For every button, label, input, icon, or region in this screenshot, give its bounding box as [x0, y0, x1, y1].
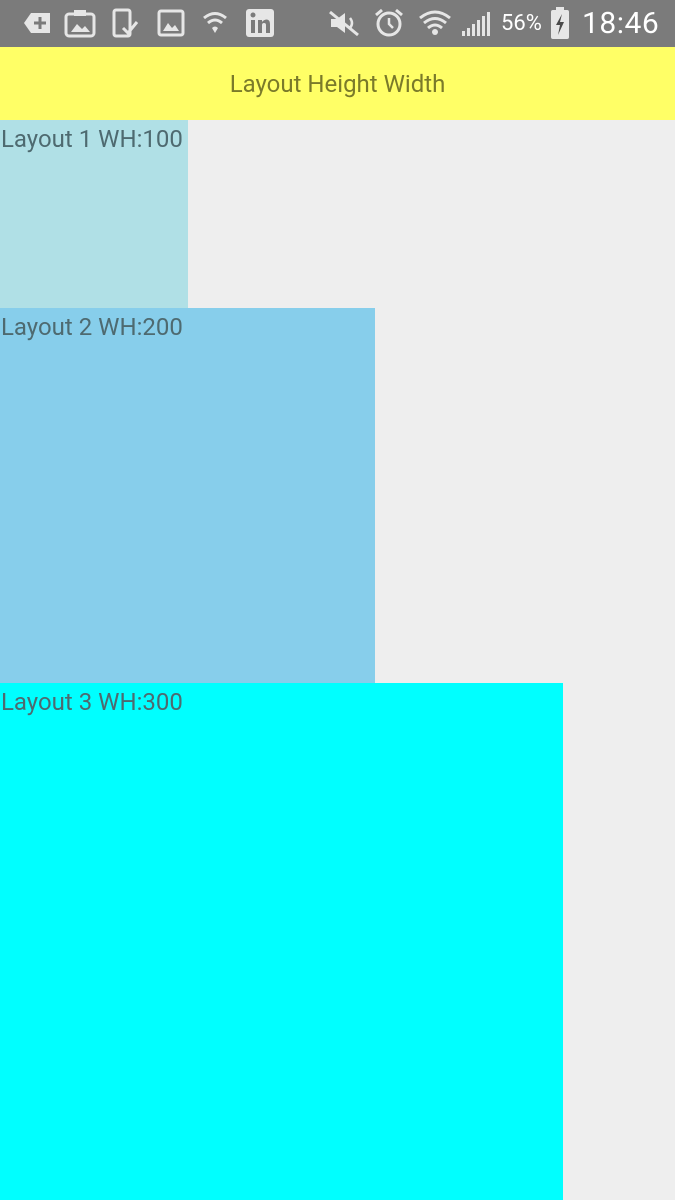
photo-album-icon: [64, 10, 96, 38]
layout-3: Layout 3 WH:300: [0, 683, 563, 1200]
signal-icon: [462, 12, 490, 36]
layout-2: Layout 2 WH:200: [0, 308, 375, 683]
status-bar: 56% 18:46: [0, 0, 675, 47]
layout-3-label: Layout 3 WH:300: [1, 688, 183, 716]
title-bar: Layout Height Width: [0, 47, 675, 120]
alarm-icon: [375, 8, 403, 37]
layout-1: Layout 1 WH:100: [0, 120, 188, 308]
mute-icon: [329, 10, 359, 37]
add-box-icon: [24, 13, 50, 33]
wifi-calling-icon: [203, 12, 227, 33]
phone-check-icon: [112, 8, 139, 38]
layout-2-label: Layout 2 WH:200: [1, 313, 183, 341]
layout-1-label: Layout 1 WH:100: [1, 125, 183, 153]
wifi-icon: [419, 10, 451, 35]
linkedin-icon: [246, 9, 274, 37]
battery-percent: 56%: [501, 11, 542, 36]
page-title: Layout Height Width: [229, 69, 446, 98]
clock: 18:46: [582, 6, 660, 41]
battery-charging-icon: [551, 7, 569, 39]
image-icon: [157, 9, 185, 37]
